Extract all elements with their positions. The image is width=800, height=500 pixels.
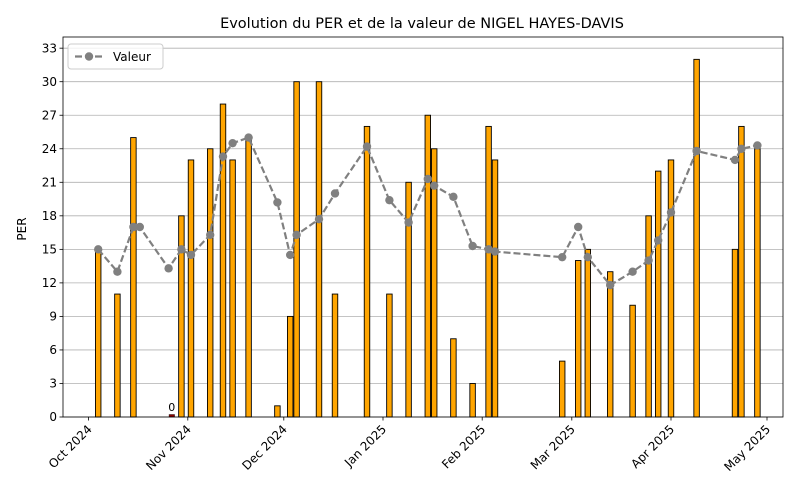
legend: Valeur	[67, 43, 164, 70]
bar	[575, 260, 582, 418]
y-tick-label: 21	[42, 175, 57, 189]
valeur-point	[228, 138, 237, 148]
valeur-point	[186, 250, 196, 260]
bar	[114, 293, 121, 418]
valeur-point	[135, 222, 144, 232]
valeur-point	[385, 195, 394, 205]
valeur-point	[558, 252, 567, 262]
y-tick-label: 24	[42, 142, 57, 156]
valeur-point	[177, 245, 186, 254]
valeur-point	[606, 280, 615, 290]
valeur-point	[94, 245, 103, 254]
valeur-point	[423, 174, 432, 184]
valeur-point	[628, 267, 637, 276]
legend-marker	[84, 52, 94, 61]
valeur-point	[292, 230, 301, 240]
bar	[667, 159, 675, 418]
bar	[363, 125, 371, 418]
valeur-point	[164, 264, 173, 273]
bar	[219, 103, 227, 418]
bar	[693, 58, 700, 418]
bar	[245, 137, 252, 418]
bar-value-label: 0	[168, 401, 175, 414]
valeur-point	[692, 146, 701, 156]
valeur-point	[404, 218, 413, 227]
bar	[491, 159, 499, 418]
legend-box	[67, 43, 164, 70]
valeur-point	[206, 230, 215, 240]
valeur-point	[753, 141, 762, 150]
valeur-point	[362, 142, 372, 151]
data-labels: 0	[168, 401, 175, 414]
bar	[130, 137, 137, 418]
bar	[274, 405, 281, 418]
valeur-point	[129, 222, 138, 232]
valeur-point	[730, 155, 740, 165]
bar	[559, 360, 566, 418]
y-tick-label: 0	[49, 410, 57, 424]
bar	[287, 315, 294, 418]
bar	[754, 148, 761, 418]
chart-title: Evolution du PER et de la valeur de NIGE…	[220, 16, 624, 32]
bar	[731, 248, 739, 418]
bar	[386, 293, 393, 418]
bar	[187, 159, 195, 418]
y-tick-label: 30	[42, 75, 57, 89]
valeur-point	[490, 247, 500, 256]
bar	[450, 338, 457, 418]
bar	[645, 215, 652, 418]
y-tick-label: 33	[42, 41, 57, 55]
y-tick-label: 3	[49, 377, 57, 391]
valeur-point	[644, 256, 653, 265]
bar	[293, 81, 300, 418]
bar	[206, 148, 214, 418]
legend-label-valeur: Valeur	[113, 50, 151, 64]
valeur-point	[286, 250, 295, 260]
bar	[469, 383, 476, 418]
bar	[629, 304, 636, 418]
bar	[229, 159, 236, 418]
bar	[607, 271, 614, 418]
valeur-point	[449, 192, 458, 202]
bar-series	[94, 58, 761, 418]
y-tick-label: 12	[42, 276, 57, 290]
valeur-point	[113, 267, 122, 276]
plot-frame	[62, 36, 784, 418]
valeur-point	[654, 236, 663, 245]
valeur-point	[583, 252, 592, 262]
valeur-point	[273, 198, 282, 207]
valeur-point	[468, 241, 477, 251]
y-tick-label: 9	[49, 310, 57, 324]
bar	[584, 248, 591, 418]
bar	[424, 114, 431, 418]
y-tick-label: 27	[42, 108, 57, 122]
valeur-point	[218, 152, 228, 161]
valeur-point	[430, 181, 439, 190]
bar	[655, 170, 662, 418]
bar	[738, 125, 745, 418]
y-tick-label: 18	[42, 209, 57, 223]
y-tick-label: 15	[42, 243, 57, 257]
bar	[94, 248, 102, 418]
valeur-point	[666, 208, 676, 217]
valeur-point	[244, 133, 253, 142]
valeur-point	[330, 189, 340, 198]
valeur-point	[314, 214, 324, 224]
bar	[315, 81, 323, 418]
bar	[485, 125, 492, 418]
valeur-point	[737, 144, 746, 153]
y-tick-label: 6	[49, 343, 57, 357]
line-series	[94, 133, 762, 290]
valeur-point	[484, 245, 493, 254]
y-axis-label: PER	[15, 217, 29, 240]
bar	[331, 293, 339, 418]
valeur-point	[574, 222, 583, 232]
